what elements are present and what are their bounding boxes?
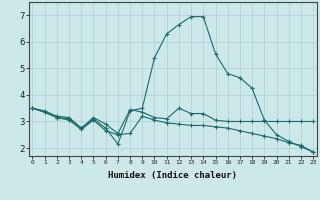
X-axis label: Humidex (Indice chaleur): Humidex (Indice chaleur) (108, 171, 237, 180)
